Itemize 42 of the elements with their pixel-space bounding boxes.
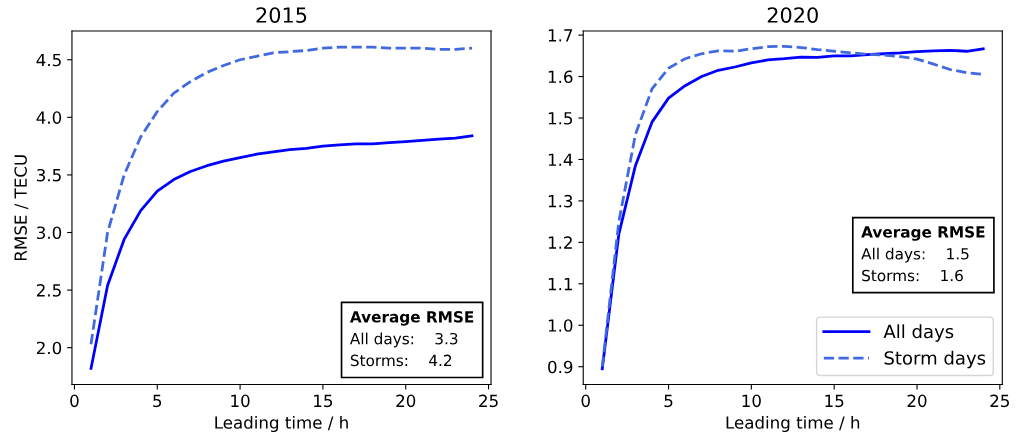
legend-label: All days (883, 324, 954, 342)
y-tick-label: 1.3 (548, 194, 573, 208)
chart-title: 2020 (767, 7, 818, 23)
x-tick-label: 20 (907, 394, 927, 408)
y-tick-label: 1.2 (548, 236, 572, 249)
x-axis-title: Leading time / h (726, 415, 860, 433)
chart-title: 2015 (256, 7, 307, 23)
annotation: Storms: 4.2 (350, 354, 452, 367)
annotation: Average RMSE (861, 226, 985, 241)
y-tick-label: 2.5 (36, 284, 61, 297)
x-tick-label: 10 (742, 394, 761, 408)
x-tick-label: 5 (153, 394, 162, 408)
y-tick-label: 1.4 (548, 153, 573, 166)
line-series (89, 45, 474, 346)
line-series (89, 134, 474, 370)
y-tick-label: 1.0 (548, 319, 573, 332)
x-tick-label: 25 (990, 394, 1009, 408)
x-tick-label: 5 (664, 394, 673, 408)
y-tick-label: 1.1 (548, 277, 572, 291)
legend-label: Storm days (884, 350, 986, 369)
x-tick-label: 25 (479, 394, 498, 408)
y-tick-label: 4.0 (36, 111, 62, 124)
y-tick-label: 3.0 (37, 226, 62, 240)
y-axis-title: RMSE / TECU (14, 155, 29, 261)
x-tick-label: 0 (70, 394, 79, 408)
y-tick-label: 1.5 (548, 112, 573, 125)
y-tick-label: 4.5 (36, 53, 61, 67)
annotation: Storms: 1.6 (862, 269, 963, 282)
x-tick-label: 15 (825, 394, 844, 408)
y-tick-label: 1.7 (548, 29, 573, 42)
x-tick-label: 0 (581, 394, 590, 408)
annotation: All days: 3.3 (349, 332, 458, 348)
annotation: All days: 1.5 (861, 247, 969, 263)
x-tick-label: 10 (231, 394, 250, 408)
y-tick-label: 2.0 (36, 341, 62, 355)
y-tick-label: 3.5 (37, 168, 61, 182)
annotation: Average RMSE (349, 311, 474, 326)
x-tick-label: 15 (314, 394, 333, 408)
y-tick-label: 1.6 (548, 70, 573, 84)
y-tick-label: 0.9 (548, 360, 573, 374)
x-tick-label: 20 (396, 394, 416, 408)
x-axis-title: Leading time / h (215, 415, 348, 433)
